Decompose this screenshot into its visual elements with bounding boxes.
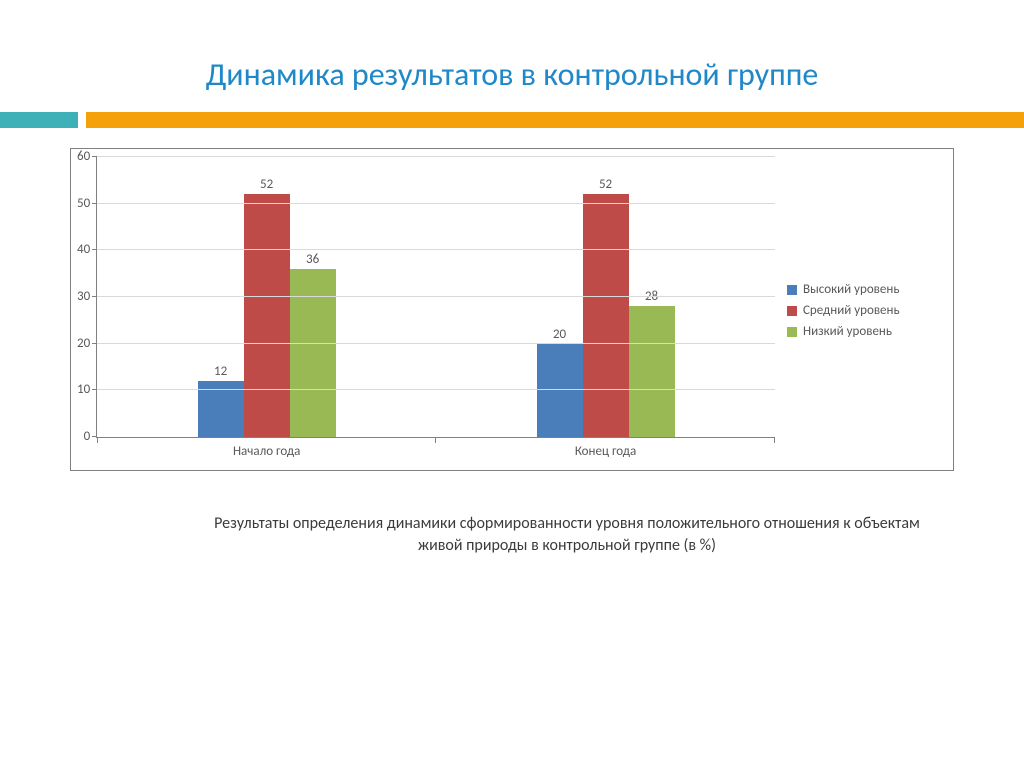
bar	[583, 194, 629, 437]
legend-label: Высокий уровень	[803, 282, 899, 297]
decor-bar	[0, 112, 1024, 128]
category-label: Конец года	[436, 438, 775, 464]
bar-wrap: 36	[290, 253, 336, 437]
legend: Высокий уровень Средний уровень Низкий уро…	[787, 276, 947, 345]
decor-teal	[0, 112, 78, 128]
gridline	[97, 203, 775, 204]
bar	[244, 194, 290, 437]
bar-value-label: 52	[260, 178, 273, 191]
x-tick	[97, 438, 98, 443]
legend-label: Низкий уровень	[803, 324, 892, 339]
x-tick	[774, 438, 775, 443]
gridline	[97, 296, 775, 297]
bar-value-label: 20	[553, 328, 566, 341]
bar-value-label: 12	[214, 365, 227, 378]
bar-group: 12 52 36	[97, 157, 436, 437]
chart: 6050403020100 12 52 36 20 52 28 Начало годаКо…	[71, 149, 953, 470]
plot-area: 12 52 36 20 52 28	[96, 157, 775, 438]
gridline	[97, 343, 775, 344]
bar-groups: 12 52 36 20 52 28	[97, 157, 775, 437]
legend-swatch	[787, 285, 797, 295]
legend-item: Высокий уровень	[787, 282, 947, 297]
bar	[629, 306, 675, 437]
x-axis-labels: Начало годаКонец года	[96, 438, 775, 464]
decor-gap	[78, 112, 86, 128]
bar-value-label: 36	[306, 253, 319, 266]
bar-wrap: 52	[583, 178, 629, 437]
bar-wrap: 12	[198, 365, 244, 437]
bar-group: 20 52 28	[436, 157, 775, 437]
y-tick	[92, 296, 97, 297]
plot-column: 12 52 36 20 52 28 Начало годаКонец года	[96, 157, 775, 464]
gridline	[97, 389, 775, 390]
bar	[290, 269, 336, 437]
y-tick	[92, 203, 97, 204]
y-tick	[92, 436, 97, 437]
y-tick	[92, 156, 97, 157]
slide: Динамика результатов в контрольной групп…	[0, 0, 1024, 767]
category-label: Начало года	[97, 438, 436, 464]
gridline	[97, 156, 775, 157]
chart-container: 6050403020100 12 52 36 20 52 28 Начало годаКо…	[70, 148, 954, 471]
bar-wrap: 52	[244, 178, 290, 437]
legend-label: Средний уровень	[803, 303, 900, 318]
y-tick	[92, 389, 97, 390]
y-tick	[92, 249, 97, 250]
bar-value-label: 52	[599, 178, 612, 191]
legend-item: Низкий уровень	[787, 324, 947, 339]
decor-orange	[86, 112, 1024, 128]
bar-wrap: 20	[537, 328, 583, 437]
legend-swatch	[787, 306, 797, 316]
legend-swatch	[787, 327, 797, 337]
legend-item: Средний уровень	[787, 303, 947, 318]
caption: Результаты определения динамики сформиро…	[200, 513, 934, 556]
bar-wrap: 28	[629, 290, 675, 437]
gridline	[97, 249, 775, 250]
y-tick	[92, 343, 97, 344]
slide-title: Динамика результатов в контрольной групп…	[0, 0, 1024, 112]
y-axis-labels: 6050403020100	[77, 157, 96, 437]
